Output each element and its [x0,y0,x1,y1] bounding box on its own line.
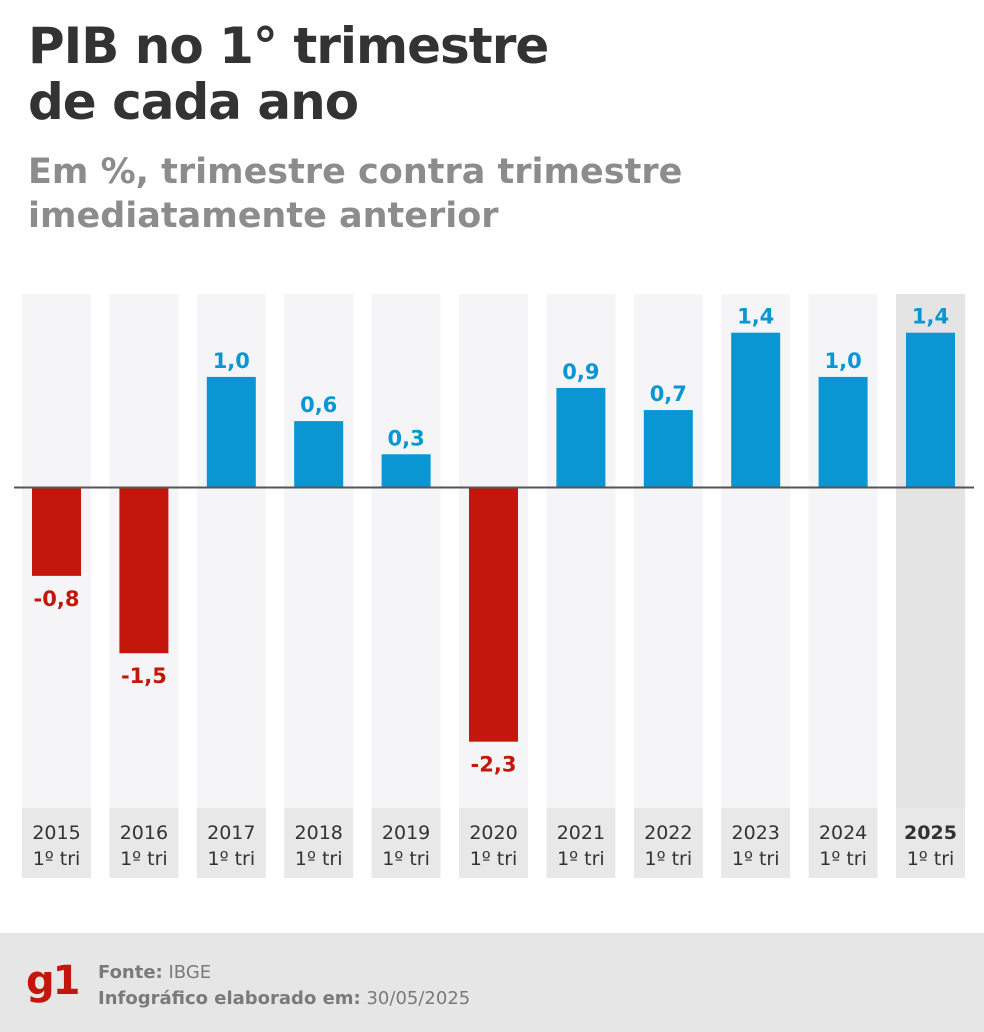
x-tick-period: 1º tri [207,848,255,870]
source-line: Fonte: IBGE [98,961,211,985]
x-label-box [371,808,441,878]
x-tick-year: 2023 [732,822,780,844]
x-label-box [808,808,878,878]
x-tick-period: 1º tri [557,848,605,870]
bar-2023 [731,332,781,488]
x-label-box [284,808,354,878]
x-tick-period: 1º tri [732,848,780,870]
x-tick-year: 2015 [32,822,80,844]
x-tick-period: 1º tri [295,848,343,870]
x-tick-year: 2016 [120,822,168,844]
x-tick-year: 2022 [644,822,692,844]
title-line-2: de cada ano [28,73,359,131]
x-label-box [459,808,528,878]
column-background [546,294,616,808]
bar-2025 [906,332,955,488]
subtitle-line-1: Em %, trimestre contra trimestre [28,152,683,192]
x-label-box [196,808,266,878]
bar-2022 [643,410,693,488]
bar-2021 [556,387,606,488]
x-label-box [109,808,179,878]
source-value: IBGE [168,962,212,983]
made-label: Infográfico elaborado em: [98,988,361,1009]
x-tick-period: 1º tri [382,848,430,870]
footer: g1 Fonte: IBGE Infográfico elaborado em:… [0,933,984,1032]
bar-2018 [294,421,344,488]
x-tick-year: 2019 [382,822,430,844]
x-label-box [633,808,703,878]
value-label: 1,4 [737,305,774,329]
column-background [284,294,354,808]
gdp-bar-chart: -0,8 -1,5 1,0 0,6 0,3 -2,3 0,9 0,7 1,4 1,0 1,4 2015… [14,294,974,878]
chart-subtitle: Em %, trimestre contra trimestre imediat… [28,150,928,238]
x-tick-period: 1º tri [120,848,168,870]
bar-2017 [206,376,256,488]
x-tick-year: 2025 [904,822,957,844]
x-label-box [546,808,616,878]
value-label: 0,3 [387,426,424,450]
value-label: 0,6 [300,393,337,417]
bar-2020 [469,487,518,742]
g1-logo: g1 [26,958,80,1004]
x-tick-year: 2018 [295,822,343,844]
value-label: -0,8 [34,587,80,611]
subtitle-line-2: imediatamente anterior [28,196,499,236]
x-tick-year: 2020 [469,822,517,844]
value-label: 1,0 [213,349,250,373]
made-value: 30/05/2025 [366,988,471,1009]
x-tick-year: 2017 [207,822,255,844]
made-date-line: Infográfico elaborado em: 30/05/2025 [98,987,470,1011]
value-label: 0,9 [562,360,599,384]
chart-title: PIB no 1° trimestre de cada ano [28,18,928,130]
value-label: 1,0 [824,349,861,373]
value-label: -2,3 [471,753,517,777]
column-background [633,294,703,808]
title-line-1: PIB no 1° trimestre [28,17,549,75]
bar-2015 [32,487,81,576]
x-tick-period: 1º tri [907,848,955,870]
x-label-box [721,808,791,878]
x-tick-period: 1º tri [819,848,867,870]
x-label-box [896,808,965,878]
column-background [371,294,441,808]
x-tick-period: 1º tri [33,848,81,870]
bar-2019 [381,454,431,488]
x-tick-period: 1º tri [470,848,518,870]
source-label: Fonte: [98,962,163,983]
x-tick-year: 2024 [819,822,867,844]
bar-2024 [818,376,868,488]
bar-2016 [119,487,169,654]
x-tick-period: 1º tri [644,848,692,870]
x-tick-year: 2021 [557,822,605,844]
value-label: 1,4 [912,305,949,329]
x-label-box [22,808,91,878]
value-label: -1,5 [121,664,167,688]
value-label: 0,7 [650,382,687,406]
